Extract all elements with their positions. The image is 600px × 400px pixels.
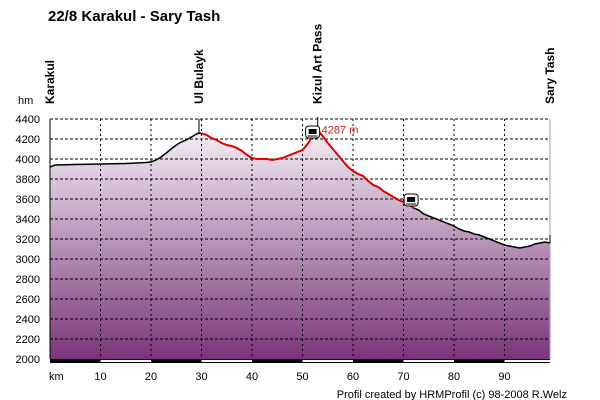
x-axis-band-segment xyxy=(100,360,152,362)
y-tick-label: 3200 xyxy=(16,234,40,246)
elevation-area-fill xyxy=(50,130,550,359)
y-tick-label: 4400 xyxy=(16,114,40,126)
peak-elevation-label: 4287 m xyxy=(322,124,359,136)
x-axis-band-segment xyxy=(201,360,253,362)
waypoint-label: Karakul xyxy=(43,60,57,104)
chart-title: 22/8 Karakul - Sary Tash xyxy=(48,8,220,25)
y-tick-label: 3400 xyxy=(16,214,40,226)
x-tick-label: 40 xyxy=(246,371,258,383)
x-tick-label: 20 xyxy=(145,371,157,383)
x-tick-label: 80 xyxy=(448,371,460,383)
labels-layer: 2000 2200 2400 2600 2800 3000 3200 3400 3600 3800… xyxy=(16,23,557,383)
x-tick-label: 90 xyxy=(498,371,510,383)
x-axis-band-segment xyxy=(403,360,455,362)
waypoint-label: Kizul Art Pass xyxy=(311,23,325,104)
border-bus-sign-icon xyxy=(403,193,419,207)
y-tick-label: 2800 xyxy=(16,274,40,286)
waypoint-label: Ul Bulayk xyxy=(192,49,206,104)
x-tick-label: 30 xyxy=(195,371,207,383)
x-axis-band xyxy=(50,359,550,363)
y-tick-label: 3000 xyxy=(16,254,40,266)
x-tick-label: 50 xyxy=(296,371,308,383)
y-tick-label: 4200 xyxy=(16,134,40,146)
y-tick-label: 2600 xyxy=(16,294,40,306)
area-fill-layer xyxy=(50,130,550,359)
sign-glyph xyxy=(407,197,416,202)
y-tick-label: 2400 xyxy=(16,314,40,326)
x-tick-label: 10 xyxy=(94,371,106,383)
y-tick-label: 4000 xyxy=(16,154,40,166)
sign-glyph xyxy=(308,129,317,134)
credit-text: Profil created by HRMProfil (c) 98-2008 … xyxy=(337,389,567,400)
y-axis-unit-label: hm xyxy=(18,95,33,107)
x-axis-band-segment xyxy=(302,360,354,362)
profile-line-layer xyxy=(49,128,551,249)
y-tick-label: 3800 xyxy=(16,174,40,186)
y-tick-label: 2000 xyxy=(16,354,40,366)
x-axis-band-segment xyxy=(504,360,556,362)
y-tick-label: 2200 xyxy=(16,334,40,346)
x-tick-label: 60 xyxy=(347,371,359,383)
highlighted-section-line xyxy=(201,128,415,209)
x-tick-label: 70 xyxy=(397,371,409,383)
mountain-pass-sign-icon xyxy=(305,125,321,139)
y-tick-label: 3600 xyxy=(16,194,40,206)
x-axis-unit-label: km xyxy=(49,371,64,383)
waypoint-label: Sary Tash xyxy=(543,48,557,104)
